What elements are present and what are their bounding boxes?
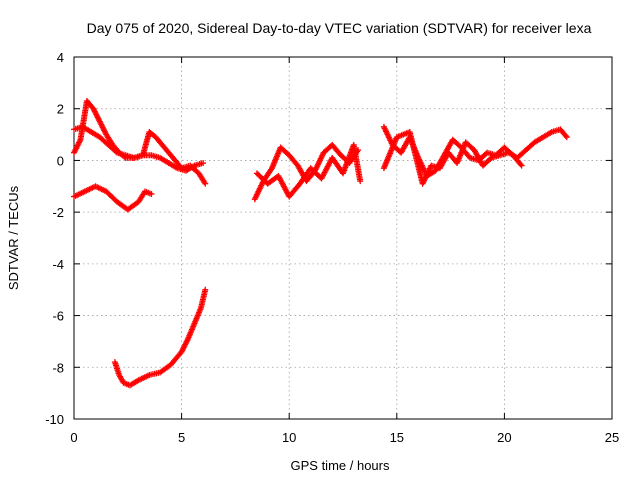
grid-layer xyxy=(74,57,612,419)
x-tick-label: 25 xyxy=(605,430,619,445)
data-points xyxy=(71,97,570,389)
data-point xyxy=(563,134,570,141)
data-point xyxy=(200,160,207,167)
chart-title: Day 075 of 2020, Sidereal Day-to-day VTE… xyxy=(87,20,592,36)
x-tick-label: 5 xyxy=(178,430,185,445)
y-tick-label: -8 xyxy=(52,360,64,375)
y-tick-label: -6 xyxy=(52,309,64,324)
y-tick-label: -10 xyxy=(45,412,64,427)
y-tick-label: -4 xyxy=(52,257,64,272)
y-tick-label: 2 xyxy=(57,102,64,117)
data-point xyxy=(148,191,155,198)
y-tick-label: 0 xyxy=(57,153,64,168)
x-tick-label: 20 xyxy=(497,430,511,445)
data-point xyxy=(357,178,364,185)
data-point-marker xyxy=(562,132,569,139)
x-axis-label: GPS time / hours xyxy=(291,458,390,473)
data-point-marker xyxy=(517,161,524,168)
x-tick-label: 10 xyxy=(282,430,296,445)
x-tick-label: 15 xyxy=(390,430,404,445)
data-point xyxy=(202,286,209,293)
y-axis-label: SDTVAR / TECUs xyxy=(6,185,21,290)
data-point xyxy=(202,180,209,187)
ticks-layer: 0 5 10 15 20 25 -10 -8 -6 -4 -2 0 2 4 xyxy=(45,50,619,445)
data-point xyxy=(518,162,525,169)
y-tick-label: -2 xyxy=(52,205,64,220)
x-tick-label: 0 xyxy=(70,430,77,445)
plot-frame xyxy=(73,56,613,420)
y-tick-label: 4 xyxy=(57,50,64,65)
